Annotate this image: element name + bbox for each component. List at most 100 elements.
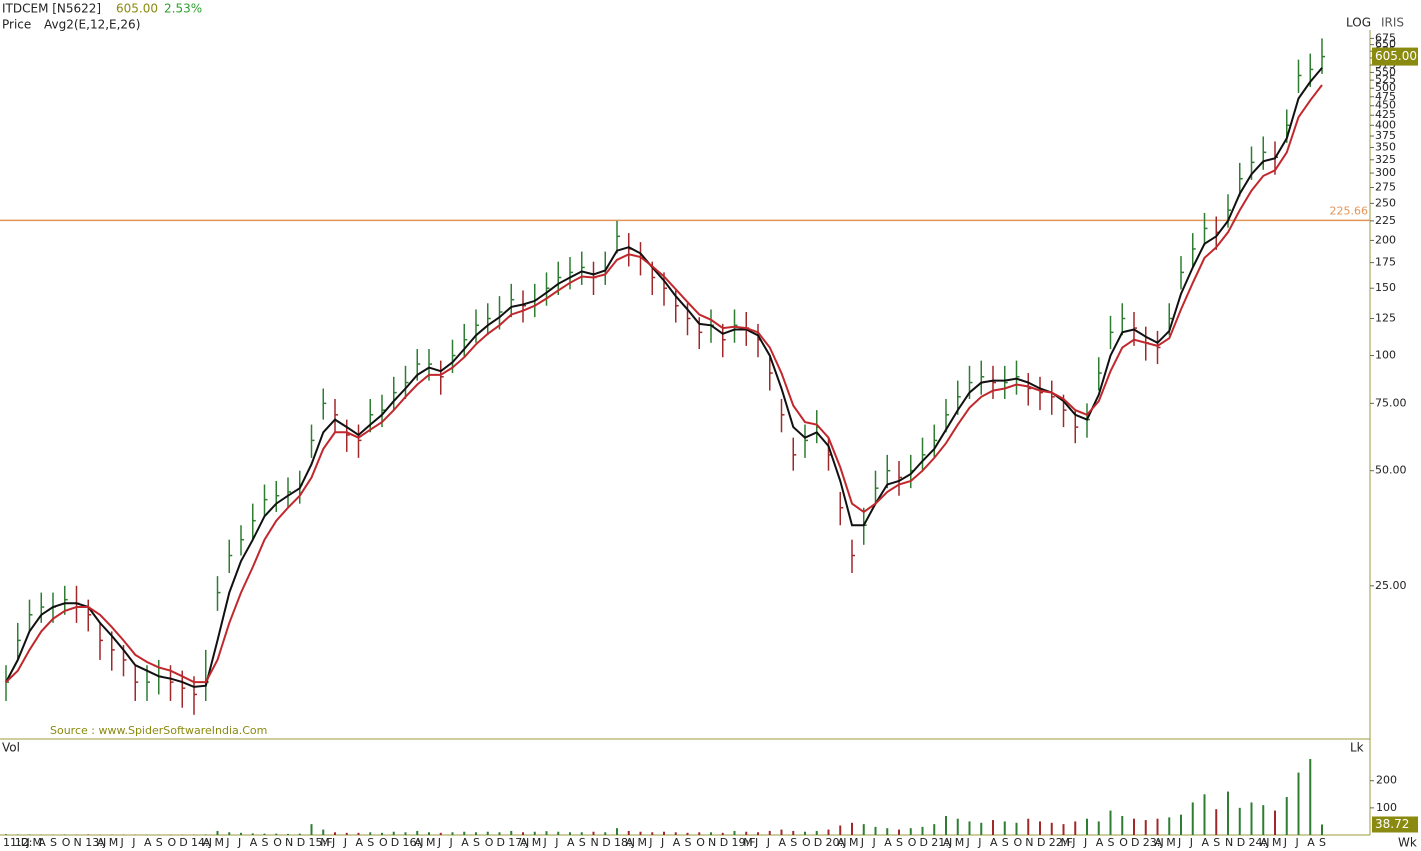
volume-bar bbox=[28, 834, 31, 835]
x-tick-label: J bbox=[766, 836, 770, 849]
y-tick-label: 375 bbox=[1375, 129, 1396, 142]
volume-bar bbox=[886, 828, 889, 835]
y-tick-label: 550 bbox=[1375, 65, 1396, 78]
price-label: 605.00 bbox=[1375, 49, 1417, 63]
x-tick-label: M bbox=[109, 836, 119, 849]
volume-bar bbox=[968, 821, 971, 835]
x-tick-label: J bbox=[1189, 836, 1193, 849]
x-tick-label: A bbox=[1096, 836, 1104, 849]
x-tick-label: S bbox=[1213, 836, 1220, 849]
x-tick-label: 23:J bbox=[1143, 836, 1164, 849]
x-tick-label: A bbox=[626, 836, 634, 849]
volume-bar bbox=[980, 822, 983, 835]
y-tick-label: 225 bbox=[1375, 214, 1396, 227]
x-tick-label: J bbox=[660, 836, 664, 849]
x-tick-label: J bbox=[331, 836, 335, 849]
volume-bar bbox=[204, 834, 207, 835]
panel-title: Vol bbox=[2, 741, 20, 755]
y-tick-label: 450 bbox=[1375, 99, 1396, 112]
volume-bar bbox=[698, 832, 701, 835]
x-tick-label: N bbox=[1025, 836, 1033, 849]
x-tick-label: S bbox=[579, 836, 586, 849]
volume-bar bbox=[1227, 791, 1229, 835]
x-tick-label: N bbox=[708, 836, 716, 849]
x-tick-label: J bbox=[1177, 836, 1181, 849]
x-tick-label: A bbox=[990, 836, 998, 849]
y-tick-label: 525 bbox=[1375, 73, 1396, 86]
x-tick-label: A bbox=[414, 836, 422, 849]
volume-bar bbox=[686, 832, 689, 835]
x-tick-label: A bbox=[520, 836, 528, 849]
x-tick-label: S bbox=[367, 836, 374, 849]
y-tick-label: 50.00 bbox=[1375, 464, 1407, 477]
y-tick-label: 175 bbox=[1375, 256, 1396, 269]
moving-average bbox=[5, 67, 1323, 688]
x-tick-label: 11:D bbox=[3, 836, 29, 849]
volume-bar bbox=[956, 818, 959, 835]
y-tick-label: 425 bbox=[1375, 108, 1396, 121]
x-tick-label: J bbox=[225, 836, 229, 849]
x-tick-label: D bbox=[720, 836, 728, 849]
volume-bar bbox=[1050, 822, 1053, 835]
volume-bar bbox=[780, 829, 783, 835]
y-tick-label: 150 bbox=[1375, 281, 1396, 294]
unit-label: Lk bbox=[1350, 741, 1364, 755]
x-tick-label: N bbox=[74, 836, 82, 849]
x-tick-label: S bbox=[50, 836, 57, 849]
x-tick-label: A bbox=[97, 836, 105, 849]
y-tick-label: 325 bbox=[1375, 153, 1396, 166]
x-tick-label: A bbox=[144, 836, 152, 849]
volume-bar bbox=[298, 833, 301, 835]
volume-bar bbox=[416, 830, 419, 835]
volume-bar bbox=[1297, 772, 1300, 835]
volume-bar bbox=[475, 832, 477, 835]
volume-bar bbox=[1285, 797, 1288, 835]
y-tick-label: 300 bbox=[1375, 166, 1396, 179]
x-tick-label: O bbox=[1014, 836, 1023, 849]
volume-bar bbox=[1062, 824, 1065, 835]
y-tick-label: 275 bbox=[1375, 181, 1396, 194]
x-tick-label: 17:J bbox=[508, 836, 529, 849]
x-tick-label: 12:M bbox=[15, 836, 42, 849]
x-tick-label: S bbox=[262, 836, 269, 849]
volume-bar bbox=[921, 826, 924, 835]
indicator: Avg2(E,12,E,26) bbox=[44, 18, 140, 32]
x-tick-label: O bbox=[62, 836, 71, 849]
x-tick-label: S bbox=[1002, 836, 1009, 849]
x-tick-label: M bbox=[320, 836, 330, 849]
x-tick-label: O bbox=[1119, 836, 1128, 849]
y-tick-label: 475 bbox=[1375, 90, 1396, 103]
x-tick-label: O bbox=[802, 836, 811, 849]
change: 2.53% bbox=[164, 2, 202, 16]
y-tick-label: 250 bbox=[1375, 196, 1396, 209]
chart-title: ITDCEM [N5622] bbox=[2, 2, 101, 16]
volume-bar bbox=[557, 831, 560, 835]
x-tick-label: M bbox=[743, 836, 753, 849]
volume-bar bbox=[651, 832, 654, 835]
x-tick-label: M bbox=[1272, 836, 1282, 849]
x-tick-label: J bbox=[754, 836, 758, 849]
x-tick-label: J bbox=[977, 836, 981, 849]
volume-bar bbox=[1250, 802, 1253, 835]
price-box bbox=[1372, 47, 1418, 66]
x-tick-label: J bbox=[437, 836, 441, 849]
volume-bar bbox=[862, 824, 865, 835]
x-tick-label: A bbox=[884, 836, 892, 849]
volume-bar bbox=[369, 832, 372, 835]
period: Wk bbox=[1398, 836, 1417, 850]
x-tick-label: S bbox=[473, 836, 480, 849]
y-tick-label: 200 bbox=[1375, 233, 1396, 246]
volume-bar bbox=[745, 831, 748, 835]
volume-bar bbox=[580, 832, 583, 835]
last-price: 605.00 bbox=[116, 2, 158, 16]
volume-bar bbox=[428, 832, 430, 835]
x-tick-label: 22:F bbox=[1049, 836, 1073, 849]
volume-bar bbox=[357, 832, 360, 835]
x-tick-label: J bbox=[543, 836, 547, 849]
volume-bar bbox=[1262, 805, 1265, 835]
x-tick-label: M bbox=[849, 836, 859, 849]
x-tick-label: O bbox=[908, 836, 917, 849]
x-tick-label: D bbox=[1131, 836, 1139, 849]
x-tick-label: 16:J bbox=[403, 836, 424, 849]
